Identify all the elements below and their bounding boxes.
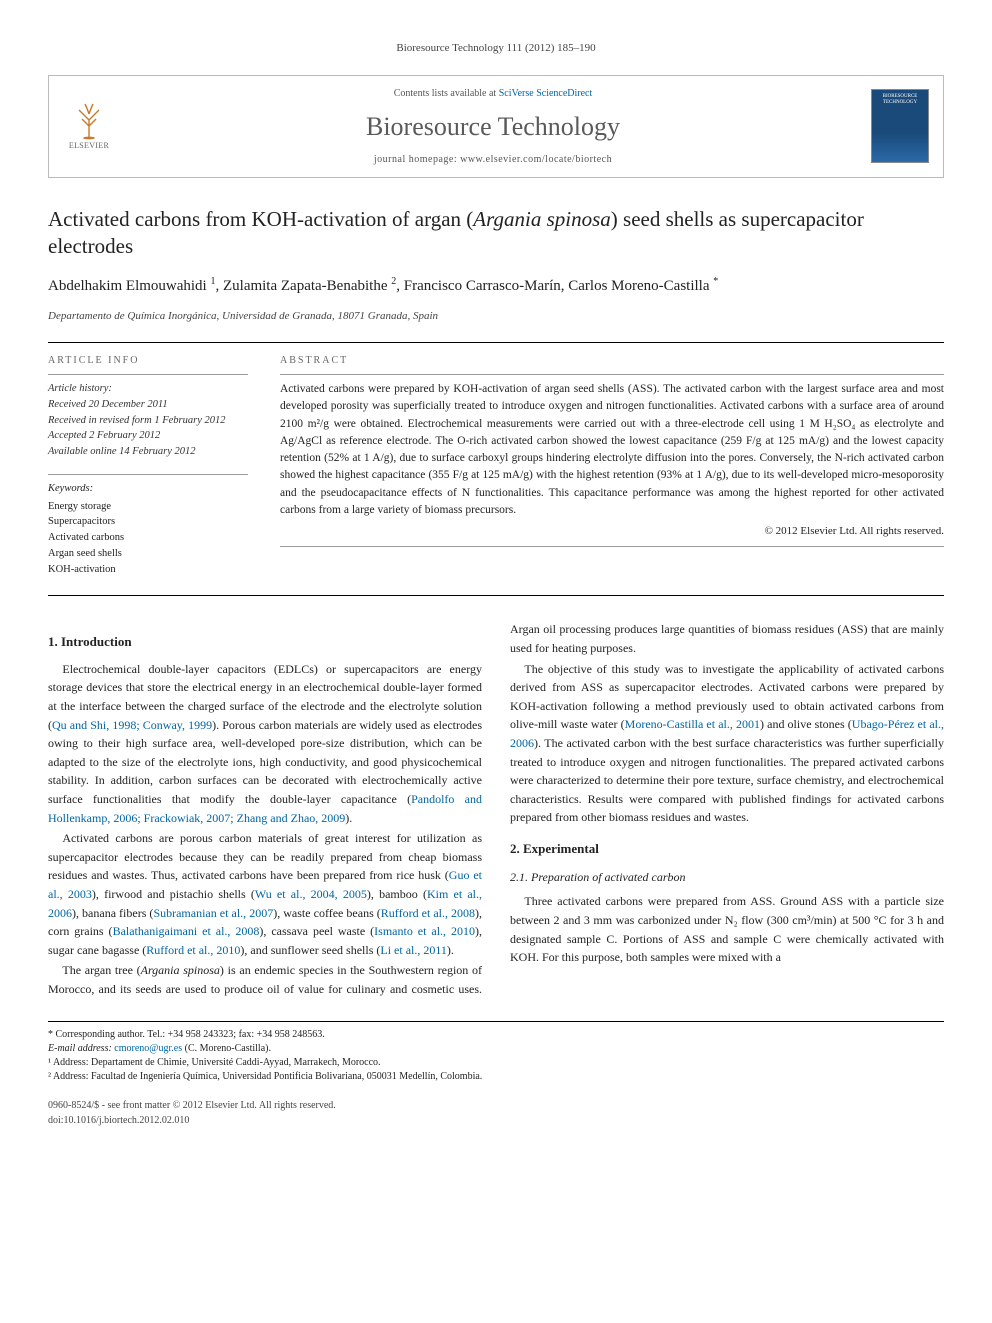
authors-list: Abdelhakim Elmouwahidi 1, Zulamita Zapat… xyxy=(48,274,944,298)
article-title: Activated carbons from KOH-activation of… xyxy=(48,206,944,261)
journal-name: Bioresource Technology xyxy=(133,107,853,146)
citation-link[interactable]: Qu and Shi, 1998; Conway, 1999 xyxy=(52,718,212,732)
keyword-item: Supercapacitors xyxy=(48,514,248,530)
keyword-item: Activated carbons xyxy=(48,530,248,546)
text: ). xyxy=(447,943,454,957)
body-paragraph: Electrochemical double-layer capacitors … xyxy=(48,660,482,827)
citation-link[interactable]: Ismanto et al., 2010 xyxy=(374,924,475,938)
history-accepted: Accepted 2 February 2012 xyxy=(48,428,248,444)
elsevier-tree-icon xyxy=(71,100,107,140)
email-line: E-mail address: cmoreno@ugr.es (C. Moren… xyxy=(48,1042,944,1056)
divider xyxy=(48,595,944,596)
issn-line: 0960-8524/$ - see front matter © 2012 El… xyxy=(48,1098,336,1113)
footnotes-block: * Corresponding author. Tel.: +34 958 24… xyxy=(48,1021,944,1084)
text: ), bamboo ( xyxy=(367,887,427,901)
citation-link[interactable]: Moreno-Castilla et al., 2001 xyxy=(625,717,760,731)
header-center: Contents lists available at SciVerse Sci… xyxy=(133,86,853,167)
email-label: E-mail address: xyxy=(48,1043,114,1054)
email-paren: (C. Moreno-Castilla). xyxy=(182,1043,271,1054)
history-head: Article history: xyxy=(48,381,248,397)
page-header: Bioresource Technology 111 (2012) 185–19… xyxy=(48,40,944,57)
text: Activated carbons are porous carbon mate… xyxy=(48,831,482,882)
footnote-1: ¹ Address: Departament de Chimie, Univer… xyxy=(48,1056,944,1070)
email-link[interactable]: cmoreno@ugr.es xyxy=(114,1043,182,1054)
history-online: Available online 14 February 2012 xyxy=(48,444,248,460)
copyright-line: © 2012 Elsevier Ltd. All rights reserved… xyxy=(280,523,944,540)
body-columns: 1. Introduction Electrochemical double-l… xyxy=(48,620,944,998)
info-abstract-row: ARTICLE INFO Article history: Received 2… xyxy=(48,353,944,577)
elsevier-logo: ELSEVIER xyxy=(63,96,115,156)
divider xyxy=(48,374,248,375)
text: ), banana fibers ( xyxy=(72,906,153,920)
elsevier-label: ELSEVIER xyxy=(69,140,109,152)
keyword-item: Energy storage xyxy=(48,499,248,515)
body-paragraph: The objective of this study was to inves… xyxy=(510,660,944,827)
citation-link[interactable]: Balathanigaimani et al., 2008 xyxy=(113,924,260,938)
citation-link[interactable]: Subramanian et al., 2007 xyxy=(153,906,273,920)
corresponding-author: * Corresponding author. Tel.: +34 958 24… xyxy=(48,1028,944,1042)
journal-cover-thumbnail: BIORESOURCE TECHNOLOGY xyxy=(871,89,929,163)
species-name: Argania spinosa xyxy=(141,963,220,977)
section-intro-head: 1. Introduction xyxy=(48,632,482,652)
text: ), cassava peel waste ( xyxy=(259,924,374,938)
contents-prefix: Contents lists available at xyxy=(394,88,499,99)
text: ) and olive stones ( xyxy=(760,717,852,731)
subsection-prep-head: 2.1. Preparation of activated carbon xyxy=(510,868,944,886)
footnote-2: ² Address: Facultad de Ingeniería Químic… xyxy=(48,1070,944,1084)
article-info-head: ARTICLE INFO xyxy=(48,353,248,368)
text: The argan tree ( xyxy=(62,963,140,977)
abstract-block: ABSTRACT Activated carbons were prepared… xyxy=(280,353,944,577)
divider xyxy=(48,474,248,475)
title-pre: Activated carbons from KOH-activation of… xyxy=(48,207,473,231)
journal-header-box: ELSEVIER Contents lists available at Sci… xyxy=(48,75,944,178)
citation-link[interactable]: Li et al., 2011 xyxy=(380,943,447,957)
doi-line: doi:10.1016/j.biortech.2012.02.010 xyxy=(48,1113,336,1128)
text: ), waste coffee beans ( xyxy=(273,906,381,920)
title-species: Argania spinosa xyxy=(473,207,610,231)
text: ). xyxy=(345,811,352,825)
text: ), and sunflower seed shells ( xyxy=(240,943,380,957)
article-history: Article history: Received 20 December 20… xyxy=(48,381,248,460)
affiliation: Departamento de Química Inorgánica, Univ… xyxy=(48,308,944,325)
homepage-url[interactable]: www.elsevier.com/locate/biortech xyxy=(460,154,612,165)
divider xyxy=(280,546,944,547)
bottom-left: 0960-8524/$ - see front matter © 2012 El… xyxy=(48,1098,336,1128)
homepage-prefix: journal homepage: xyxy=(374,154,460,165)
contents-line: Contents lists available at SciVerse Sci… xyxy=(133,86,853,101)
history-revised: Received in revised form 1 February 2012 xyxy=(48,413,248,429)
keyword-item: Argan seed shells xyxy=(48,546,248,562)
section-experimental-head: 2. Experimental xyxy=(510,839,944,859)
abstract-head: ABSTRACT xyxy=(280,353,944,368)
abstract-text: Activated carbons were prepared by KOH-a… xyxy=(280,381,944,519)
citation-link[interactable]: Rufford et al., 2010 xyxy=(146,943,240,957)
keywords-list: Energy storageSupercapacitorsActivated c… xyxy=(48,499,248,578)
body-paragraph: Three activated carbons were prepared fr… xyxy=(510,892,944,966)
text: ), firwood and pistachio shells ( xyxy=(92,887,255,901)
journal-cover-title: BIORESOURCE TECHNOLOGY xyxy=(874,94,926,105)
divider xyxy=(280,374,944,375)
citation-link[interactable]: Rufford et al., 2008 xyxy=(381,906,475,920)
body-paragraph: Activated carbons are porous carbon mate… xyxy=(48,829,482,959)
citation-link[interactable]: Wu et al., 2004, 2005 xyxy=(255,887,367,901)
homepage-line: journal homepage: www.elsevier.com/locat… xyxy=(133,152,853,167)
sciencedirect-link[interactable]: SciVerse ScienceDirect xyxy=(499,88,593,99)
bottom-meta: 0960-8524/$ - see front matter © 2012 El… xyxy=(48,1098,944,1128)
text: ). The activated carbon with the best su… xyxy=(510,736,944,824)
divider xyxy=(48,342,944,343)
keywords-head: Keywords: xyxy=(48,481,248,497)
keyword-item: KOH-activation xyxy=(48,562,248,578)
article-info-block: ARTICLE INFO Article history: Received 2… xyxy=(48,353,248,577)
history-received: Received 20 December 2011 xyxy=(48,397,248,413)
